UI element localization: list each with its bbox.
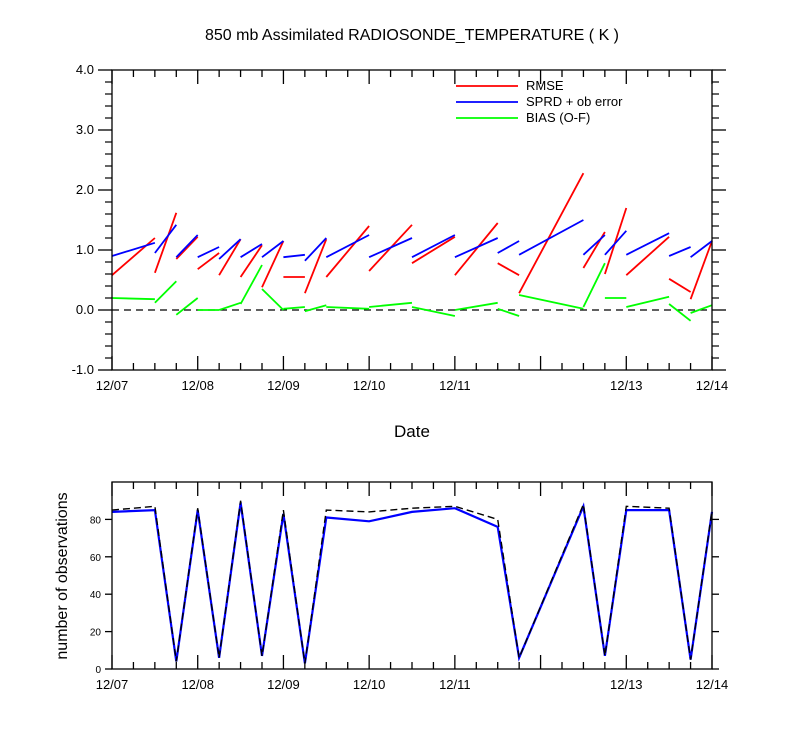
series-sprd-ob-error-segment-16 [604, 230, 627, 256]
series-bias-o-f-segment-5 [239, 264, 263, 305]
series-sprd-ob-error-segment-4 [218, 238, 242, 260]
series-rmse-segment-12 [454, 222, 499, 276]
series-bias-o-f-segment-8 [304, 304, 327, 313]
series-sprd-ob-error-segment-3 [197, 246, 220, 259]
x-tick-label: 12/11 [439, 378, 471, 393]
x-tick-label: 12/07 [96, 378, 129, 393]
x-tick-label: 12/10 [353, 378, 386, 393]
series-sprd-ob-error-segment-10 [368, 237, 413, 259]
series-rmse-segment-13 [497, 262, 520, 276]
series-bias-o-f-segment-9 [326, 306, 370, 310]
series-observations-possible-line [111, 500, 713, 664]
series-rmse-segment-19 [689, 240, 713, 300]
series-sprd-ob-error-segment-15 [582, 234, 606, 256]
series-rmse-segment-14 [518, 172, 585, 294]
series-bias-o-f-segment-14 [518, 294, 584, 310]
series-bias-o-f-segment-2 [175, 297, 199, 316]
series-bias-o-f-segment-6 [261, 288, 285, 311]
y-tick-label: 3.0 [76, 122, 94, 137]
series-bias-o-f-segment-4 [218, 301, 241, 311]
y-tick-label: 20 [90, 628, 102, 639]
series-rmse-segment-17 [625, 236, 670, 276]
y-tick-label: 80 [90, 515, 102, 526]
x-tick-label: 12/09 [267, 378, 300, 393]
x-tick-label: 12/13 [610, 378, 643, 393]
bottom-panel: 12/07 12/08 12/09 12/10 12/11 12/13 12/14 0 20 40… [90, 481, 729, 692]
series-observations-assimilated-line [111, 502, 714, 664]
x-tick-label: 12/07 [96, 677, 129, 692]
series-sprd-ob-error-segment-2 [175, 234, 199, 258]
series-sprd-ob-error-segment-18 [668, 246, 691, 257]
series-rmse-segment-4 [218, 238, 242, 276]
series-bias-o-f-segment-18 [668, 303, 692, 322]
x-tick-label: 12/10 [353, 677, 386, 692]
series-rmse-segment-1 [154, 212, 178, 274]
series-rmse-segment-8 [304, 238, 328, 294]
y-tick-label: 0.0 [76, 302, 94, 317]
series-rmse-segment-11 [411, 236, 456, 264]
series-rmse-segment-16 [604, 207, 628, 275]
x-tick-label: 12/11 [439, 677, 471, 692]
series-bias-o-f-segment-19 [690, 304, 713, 314]
series-bias-o-f-segment-11 [411, 306, 456, 317]
y-tick-label: 1.0 [76, 242, 94, 257]
series-sprd-ob-error-segment-6 [261, 240, 284, 258]
x-tick-label: 12/13 [610, 677, 643, 692]
x-tick-label: 12/14 [696, 378, 729, 393]
series-bias-o-f-segment-12 [454, 301, 498, 311]
x-axis-label: Date [394, 422, 430, 441]
y-axis-label: number of observations [54, 492, 71, 659]
legend-label: RMSE [526, 78, 564, 93]
chart-title: 850 mb Assimilated RADIOSONDE_TEMPERATUR… [205, 27, 619, 44]
series-rmse-segment-5 [239, 244, 263, 278]
series-bias-o-f-segment-17 [626, 295, 670, 308]
series-sprd-ob-error-segment-0 [111, 241, 156, 257]
y-tick-label: 40 [90, 590, 102, 601]
series-sprd-ob-error-segment-17 [625, 232, 670, 256]
series-rmse-segment-6 [261, 240, 285, 288]
series-bias-o-f-segment-0 [111, 297, 155, 301]
series-sprd-ob-error-segment-12 [454, 237, 499, 259]
y-tick-label: 4.0 [76, 62, 94, 77]
series-sprd-ob-error-segment-14 [518, 219, 584, 256]
series-sprd-ob-error-segment-11 [411, 234, 456, 258]
series-bias-o-f-segment-10 [369, 301, 413, 308]
series-sprd-ob-error-segment-5 [240, 243, 263, 258]
series-rmse-segment-2 [175, 236, 199, 260]
plot-frame [111, 481, 713, 670]
x-tick-label: 12/09 [267, 677, 300, 692]
series-rmse-segment-9 [325, 225, 370, 278]
top-panel: 12/07 12/08 12/09 12/10 12/11 12/13 12/14 -1.0 0… [72, 62, 729, 393]
y-tick-label: 0 [95, 665, 101, 676]
y-tick-label: -1.0 [72, 362, 94, 377]
series-bias-o-f-segment-13 [497, 307, 520, 317]
series-rmse-segment-18 [668, 278, 692, 293]
series-sprd-ob-error-segment-9 [325, 234, 370, 258]
series-bias-o-f-segment-7 [283, 306, 305, 310]
series-sprd-ob-error-segment-8 [304, 237, 327, 262]
x-tick-label: 12/08 [181, 677, 214, 692]
series-rmse-segment-0 [111, 237, 156, 276]
series-sprd-ob-error-segment-13 [497, 240, 520, 254]
y-tick-label: 2.0 [76, 182, 94, 197]
legend-label: BIAS (O-F) [526, 110, 590, 125]
x-tick-label: 12/14 [696, 677, 729, 692]
legend-label: SPRD + ob error [526, 94, 623, 109]
series-sprd-ob-error-segment-1 [154, 224, 178, 254]
series-bias-o-f-segment-15 [582, 262, 606, 308]
series-rmse-segment-3 [197, 252, 220, 270]
series-sprd-ob-error-segment-19 [690, 240, 713, 258]
y-tick-label: 60 [90, 553, 102, 564]
x-tick-label: 12/08 [181, 378, 214, 393]
series-sprd-ob-error-segment-7 [283, 253, 305, 259]
series-bias-o-f-segment-1 [154, 280, 177, 304]
